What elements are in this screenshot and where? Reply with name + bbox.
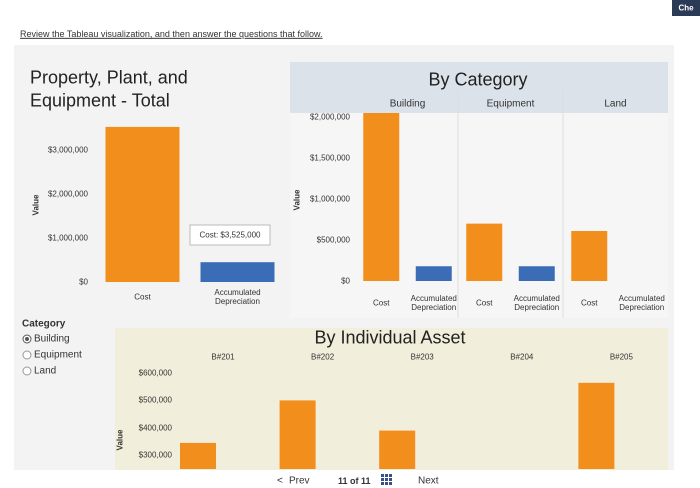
bar [415,266,452,281]
y-tick-label: $1,000,000 [47,233,88,243]
tooltip: Cost: $3,525,000 [199,230,261,240]
bar [279,400,316,469]
chart-title: By Category [428,69,528,90]
y-tick-label: $3,000,000 [47,145,88,155]
y-tick-label: $500,000 [316,235,350,245]
bar [466,223,503,281]
nav-bar [0,470,700,488]
check-button[interactable] [672,0,700,16]
y-tick-label: $500,000 [138,395,172,405]
check-label: Che [678,3,694,13]
facet-label: Equipment [486,98,535,110]
y-tick-label: $0 [341,276,350,286]
x-tick-label: Accumulated Depreciation [214,287,261,306]
chart-marks [105,126,275,283]
next-button: Next [418,475,439,487]
radio-dot [25,337,29,341]
radio[interactable] [22,350,32,360]
bar [518,266,555,281]
x-tick-label: B#204 [510,352,534,362]
x-tick-label: Accumulated Depreciation [410,293,457,312]
page-indicator: 11 of 11 [338,475,371,486]
y-axis-label: Value [31,194,41,216]
chart-title: Property, Plant, and Equipment - Total [30,67,188,111]
x-tick-label: Accumulated Depreciation [513,293,560,312]
legend-title: Category [22,318,66,330]
y-tick-label: $1,500,000 [309,153,350,163]
facet-label: Land [604,98,627,110]
x-tick-label: Cost [134,292,151,302]
radio[interactable] [22,366,32,376]
legend-item: Land [34,365,57,377]
y-tick-label: $0 [79,277,88,287]
x-tick-label: B#203 [410,352,434,362]
y-tick-label: $2,000,000 [47,189,88,199]
chart-title: By Individual Asset [314,327,466,348]
y-tick-label: $2,000,000 [309,112,350,122]
bar [363,113,400,281]
category-panel [290,113,668,318]
chart-marks [180,382,615,469]
y-tick-label: $300,000 [138,450,172,460]
tooltip-box [189,224,271,246]
chart-marks [363,113,608,281]
y-tick-label: $1,000,000 [309,194,350,204]
grid-icon[interactable] [381,474,392,485]
x-tick-label: Cost [476,298,493,308]
bar [105,126,180,283]
prev-arrow: < [277,475,283,487]
x-tick-label: B#201 [211,352,235,362]
bar [180,442,216,469]
x-tick-label: Accumulated Depreciation [618,293,665,312]
category-header [290,62,668,113]
instruction: Review the Tableau visualization, and th… [20,28,323,39]
y-axis-label: Value [115,429,125,451]
facet-label: Building [389,98,426,110]
x-tick-label: B#205 [609,352,633,362]
prev-button: Prev [289,475,310,487]
bar [200,262,275,282]
y-tick-label: $600,000 [138,368,172,378]
legend-item: Building [34,333,70,345]
x-tick-label: Cost [581,298,598,308]
bar [578,382,615,469]
y-tick-label: $400,000 [138,423,172,433]
bar [379,430,416,469]
x-tick-label: Cost [373,298,390,308]
bar [571,231,608,281]
y-axis-label: Value [292,189,302,211]
legend-item: Equipment [34,349,82,361]
x-tick-label: B#202 [311,352,335,362]
